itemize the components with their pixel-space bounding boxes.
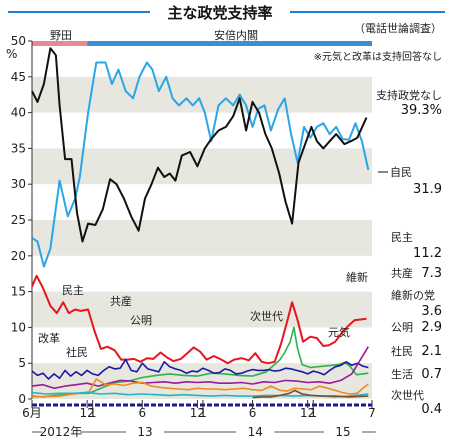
series-line-0 bbox=[31, 61, 370, 268]
label-jimin: 自民 bbox=[390, 166, 412, 179]
y-tick-label: 45 bbox=[11, 70, 26, 84]
label-kyosan: 共産 bbox=[391, 267, 413, 280]
period-bar bbox=[32, 41, 372, 46]
annot-ishin: 維新 bbox=[346, 270, 368, 284]
x-year-label: 13 bbox=[137, 425, 152, 439]
x-tick-label: 12 bbox=[190, 406, 205, 420]
period-label-noda: 野田 bbox=[50, 29, 72, 42]
y-tick-label: 20 bbox=[11, 249, 26, 263]
x-year-label: 15 bbox=[335, 425, 350, 439]
y-tick-label: 10 bbox=[11, 320, 26, 334]
x-year-mask bbox=[236, 424, 275, 438]
x-year-mask bbox=[126, 424, 165, 438]
y-tick-label: 35 bbox=[11, 141, 26, 155]
period-label-abe: 安倍内閣 bbox=[214, 28, 258, 42]
y-tick-label: 30 bbox=[11, 177, 26, 191]
annot-minshu: 民主 bbox=[62, 284, 84, 297]
annot-genki: 元気 bbox=[328, 325, 350, 339]
annot-jisedai: 次世代 bbox=[250, 309, 283, 323]
annot-kaikaku: 改革 bbox=[38, 331, 60, 345]
label-minshu: 民主 bbox=[391, 231, 413, 244]
x-tick-label: 6月 bbox=[22, 406, 42, 420]
value-minshu: 11.2 bbox=[413, 246, 442, 261]
y-tick-label: 5 bbox=[18, 356, 26, 370]
x-tick-label: 1 bbox=[309, 406, 317, 420]
chart-title: 主な政党支持率 bbox=[167, 4, 272, 22]
x-tick-label: 12 bbox=[300, 406, 315, 420]
annot-shamin: 社民 bbox=[66, 345, 88, 359]
x-tick-label: 7 bbox=[368, 406, 376, 420]
x-year-mask bbox=[41, 424, 80, 438]
y-tick-label: 40 bbox=[11, 106, 26, 120]
series-lines bbox=[31, 47, 370, 399]
x-tick-label: 1 bbox=[89, 406, 97, 420]
series-line-5 bbox=[31, 346, 369, 390]
y-tick-label: 50 bbox=[11, 34, 26, 48]
series-line-6 bbox=[31, 378, 369, 398]
label-nashi: 支持政党なし bbox=[376, 88, 442, 102]
y-axis: 0 5 10 15 20 25 30 35 40 45 50 bbox=[11, 34, 33, 406]
value-seikatsu: 0.7 bbox=[421, 367, 442, 382]
x-tick-label: 1 bbox=[199, 406, 207, 420]
label-komei: 公明 bbox=[391, 321, 413, 334]
value-nashi: 39.3% bbox=[401, 103, 442, 118]
value-jisedai: 0.4 bbox=[421, 402, 442, 417]
value-shamin: 2.1 bbox=[421, 344, 442, 359]
value-jimin: 31.9 bbox=[413, 182, 442, 197]
label-jisedai: 次世代 bbox=[391, 388, 424, 402]
chart-note: ※元気と改革は支持回答なし bbox=[314, 50, 442, 63]
x-tick-label: 12 bbox=[79, 406, 94, 420]
x-year-label: 2012年 bbox=[40, 425, 83, 439]
grid-band bbox=[32, 220, 372, 256]
series-line-4 bbox=[31, 358, 369, 380]
y-tick-label: 25 bbox=[11, 213, 26, 227]
annot-kyosan: 共産 bbox=[110, 295, 132, 308]
period-bar-segment bbox=[87, 41, 372, 46]
x-tick-label: 6 bbox=[138, 406, 146, 420]
label-seikatsu: 生活 bbox=[391, 367, 413, 381]
label-ishin-no-to: 維新の党 bbox=[391, 288, 435, 302]
y-tick-label: 0 bbox=[18, 392, 26, 406]
period-bar-segment bbox=[32, 41, 88, 46]
annot-komei: 公明 bbox=[130, 314, 152, 327]
x-year-mask bbox=[324, 424, 363, 438]
x-year-label: 14 bbox=[248, 425, 263, 439]
value-komei: 2.9 bbox=[421, 320, 442, 335]
x-tick-label: 6 bbox=[249, 406, 257, 420]
value-kyosan: 7.3 bbox=[421, 266, 442, 281]
value-ishin-no-to: 3.6 bbox=[421, 304, 442, 319]
label-shamin: 社民 bbox=[391, 344, 413, 358]
y-unit-label: % bbox=[6, 47, 17, 61]
series-line-3 bbox=[31, 326, 369, 398]
y-tick-label: 15 bbox=[11, 285, 26, 299]
series-line-2 bbox=[31, 274, 367, 365]
series-line-8 bbox=[252, 389, 369, 399]
series-line-1 bbox=[31, 47, 368, 243]
chart-subtitle: （電話世論調査） bbox=[354, 21, 442, 35]
